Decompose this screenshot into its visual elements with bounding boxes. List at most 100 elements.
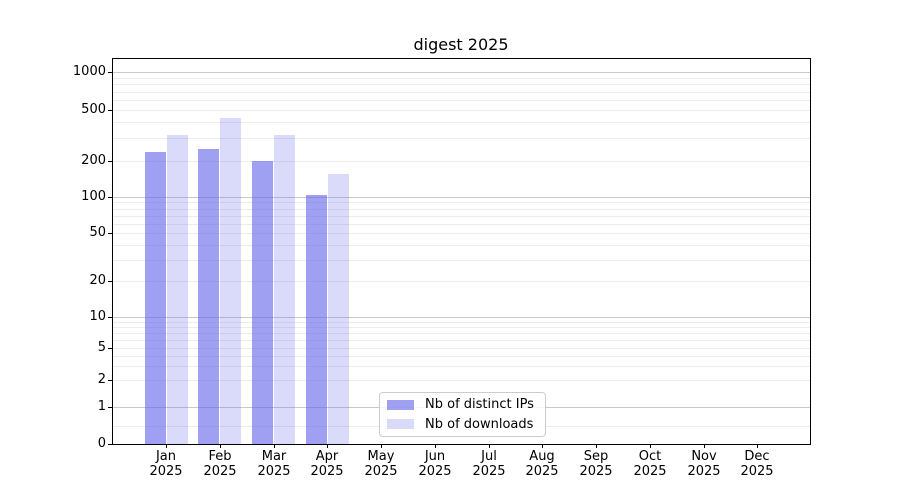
x-tick-label: Feb 2025 xyxy=(190,449,250,479)
bar-feb-downloads xyxy=(220,118,242,444)
y-tick-label: 0 xyxy=(97,436,106,451)
legend-swatch-distinct-ips-icon xyxy=(387,399,414,410)
gridline-minor xyxy=(113,92,810,93)
gridline-major xyxy=(113,197,810,198)
y-tick-label: 50 xyxy=(89,225,106,240)
y-tick-mark xyxy=(108,444,112,445)
x-tick-mark xyxy=(381,444,382,448)
x-tick-mark xyxy=(166,444,167,448)
gridline-minor xyxy=(113,110,810,111)
y-tick-label: 5 xyxy=(97,340,106,355)
y-tick-mark xyxy=(108,72,112,73)
chart-title: digest 2025 xyxy=(413,35,509,54)
x-tick-month: Nov xyxy=(691,449,717,464)
x-tick-month: Oct xyxy=(638,449,662,464)
x-tick-month: Dec xyxy=(744,449,770,464)
legend-entry-distinct-ips: Nb of distinct IPs xyxy=(380,397,545,412)
legend-label-downloads: Nb of downloads xyxy=(425,416,534,432)
gridline-minor xyxy=(113,281,810,282)
bar-jan-downloads xyxy=(166,134,188,444)
y-tick-mark xyxy=(108,348,112,349)
x-tick-mark xyxy=(435,444,436,448)
plot-area xyxy=(112,58,811,445)
x-tick-label: Nov 2025 xyxy=(674,449,734,479)
x-tick-mark xyxy=(327,444,328,448)
y-tick-mark xyxy=(108,233,112,234)
x-tick-month: Apr xyxy=(315,449,339,464)
y-tick-mark xyxy=(108,380,112,381)
x-tick-mark xyxy=(757,444,758,448)
x-tick-label: Sep 2025 xyxy=(566,449,626,479)
x-tick-mark xyxy=(489,444,490,448)
x-tick-mark xyxy=(274,444,275,448)
x-tick-year: 2025 xyxy=(472,464,506,479)
x-tick-label: Dec 2025 xyxy=(727,449,787,479)
x-tick-year: 2025 xyxy=(687,464,721,479)
x-tick-month: Jun xyxy=(424,449,446,464)
bar-apr-downloads xyxy=(327,174,349,444)
legend: Nb of distinct IPs Nb of downloads xyxy=(379,392,546,437)
x-tick-label: Apr 2025 xyxy=(297,449,357,479)
gridline-minor xyxy=(113,224,810,225)
gridline-minor xyxy=(113,100,810,101)
gridline-major xyxy=(113,317,810,318)
gridline-minor xyxy=(113,380,810,381)
x-tick-year: 2025 xyxy=(149,464,183,479)
gridline-minor xyxy=(113,327,810,328)
bar-apr-distinct-ips xyxy=(305,194,327,444)
x-tick-mark xyxy=(220,444,221,448)
gridline-minor xyxy=(113,233,810,234)
legend-entry-downloads: Nb of downloads xyxy=(380,417,545,432)
gridline-minor xyxy=(113,245,810,246)
x-tick-month: May xyxy=(367,449,395,464)
x-tick-year: 2025 xyxy=(525,464,559,479)
y-tick-label: 100 xyxy=(81,189,106,204)
x-tick-mark xyxy=(596,444,597,448)
y-tick-mark xyxy=(108,317,112,318)
x-tick-month: Jul xyxy=(481,449,497,464)
x-tick-label: May 2025 xyxy=(351,449,411,479)
x-tick-year: 2025 xyxy=(257,464,291,479)
x-tick-year: 2025 xyxy=(740,464,774,479)
gridline-minor xyxy=(113,84,810,85)
x-tick-month: Feb xyxy=(208,449,232,464)
bar-feb-distinct-ips xyxy=(198,148,220,444)
y-tick-label: 500 xyxy=(81,102,106,117)
x-tick-year: 2025 xyxy=(203,464,237,479)
x-tick-label: Jan 2025 xyxy=(136,449,196,479)
y-tick-label: 2 xyxy=(97,372,106,387)
gridline-minor xyxy=(113,161,810,162)
x-tick-year: 2025 xyxy=(310,464,344,479)
x-tick-label: Mar 2025 xyxy=(244,449,304,479)
gridline-minor xyxy=(113,348,810,349)
y-tick-label: 1 xyxy=(97,399,106,414)
gridline-minor xyxy=(113,333,810,334)
x-tick-year: 2025 xyxy=(418,464,452,479)
gridline-minor xyxy=(113,322,810,323)
legend-label-distinct-ips: Nb of distinct IPs xyxy=(425,397,534,413)
y-tick-mark xyxy=(108,407,112,408)
gridline-minor xyxy=(113,356,810,357)
y-tick-label: 1000 xyxy=(72,64,106,79)
gridline-minor xyxy=(113,78,810,79)
gridline-minor xyxy=(113,366,810,367)
gridline-minor xyxy=(113,216,810,217)
gridline-minor xyxy=(113,209,810,210)
gridline-minor xyxy=(113,202,810,203)
x-tick-month: Aug xyxy=(529,449,555,464)
bar-jan-distinct-ips xyxy=(144,152,166,444)
gridline-minor xyxy=(113,260,810,261)
bar-mar-downloads xyxy=(274,134,296,444)
y-tick-mark xyxy=(108,110,112,111)
x-tick-month: Mar xyxy=(261,449,287,464)
x-tick-label: Jun 2025 xyxy=(405,449,465,479)
gridline-major xyxy=(113,72,810,73)
y-tick-mark xyxy=(108,281,112,282)
x-tick-label: Oct 2025 xyxy=(620,449,680,479)
x-tick-mark xyxy=(704,444,705,448)
y-tick-label: 10 xyxy=(89,309,106,324)
x-tick-year: 2025 xyxy=(633,464,667,479)
legend-swatch-downloads-icon xyxy=(387,419,414,430)
gridline-minor xyxy=(113,122,810,123)
